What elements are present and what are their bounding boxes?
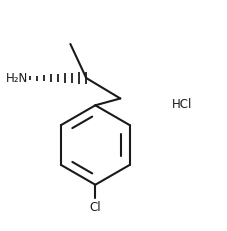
Text: Cl: Cl bbox=[89, 201, 101, 214]
Text: H₂N: H₂N bbox=[6, 72, 28, 85]
Text: HCl: HCl bbox=[171, 98, 192, 111]
